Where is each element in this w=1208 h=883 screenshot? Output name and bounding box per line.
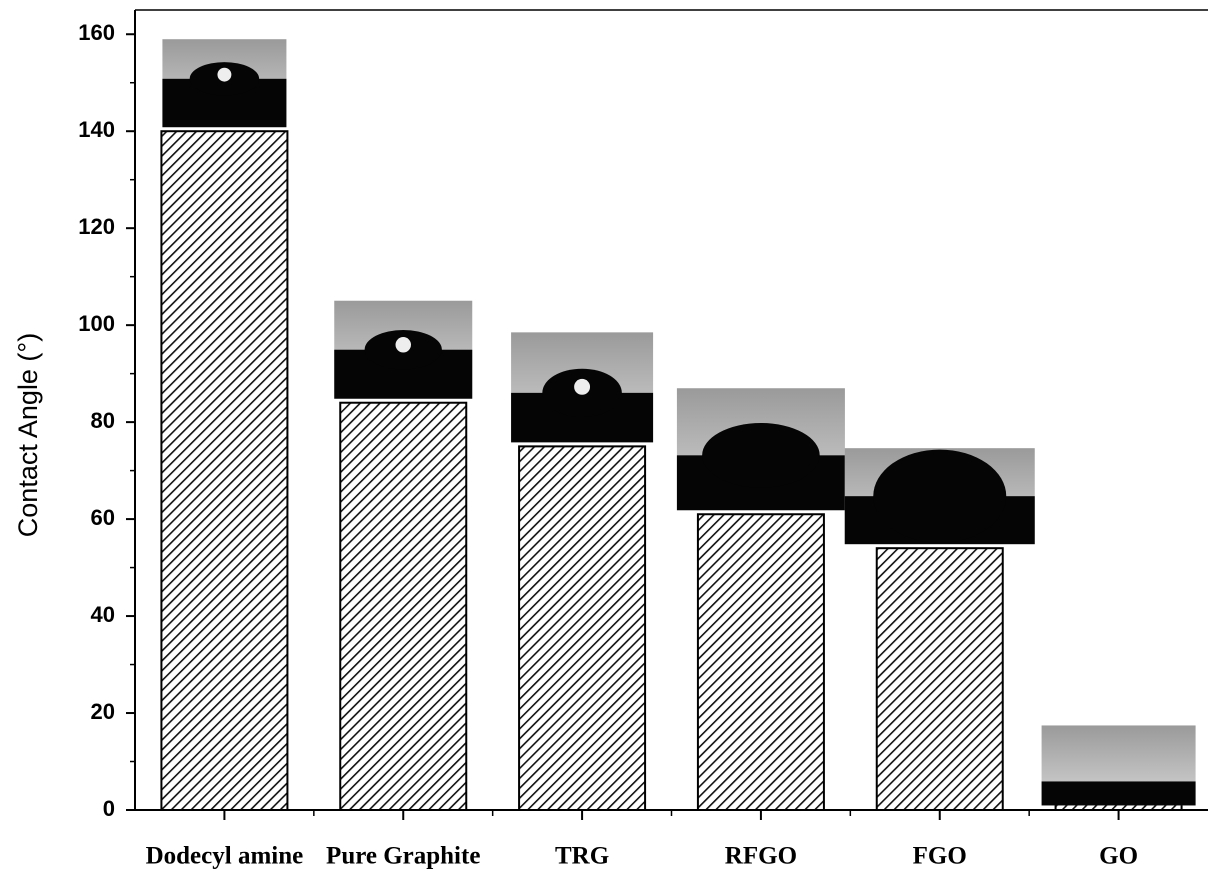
bar (518, 445, 647, 811)
bar (160, 130, 289, 812)
x-tick-label: TRG (555, 843, 609, 870)
photo-drop (702, 423, 820, 488)
x-tick-label: RFGO (725, 843, 797, 870)
y-tick-label: 140 (78, 117, 115, 142)
y-tick-label: 0 (103, 796, 115, 821)
y-axis-label: Contact Angle (°) (13, 333, 43, 537)
x-tick-label: Pure Graphite (326, 843, 480, 870)
y-tick-label: 20 (91, 699, 115, 724)
photo-substrate (1041, 781, 1196, 806)
y-tick-label: 80 (91, 408, 115, 433)
x-tick-label: Dodecyl amine (146, 843, 304, 870)
x-tick-label: FGO (913, 843, 967, 870)
photo-glint (574, 378, 591, 395)
x-tick-label: GO (1099, 843, 1138, 870)
droplet-photo (1041, 725, 1196, 806)
y-tick-label: 100 (78, 311, 115, 336)
y-tick-label: 60 (91, 505, 115, 530)
bar (339, 401, 468, 811)
droplet-photo (334, 300, 473, 399)
bar (875, 547, 1004, 811)
y-tick-label: 160 (78, 20, 115, 45)
y-tick-label: 120 (78, 214, 115, 239)
droplet-photo (676, 388, 845, 511)
droplet-photo (511, 332, 654, 443)
droplet-photo (162, 39, 287, 128)
bar (696, 513, 825, 811)
photo-glint (395, 337, 411, 353)
photo-glint (217, 67, 232, 82)
droplet-photo (844, 448, 1035, 545)
photo-drop (873, 449, 1007, 543)
y-tick-label: 40 (91, 602, 115, 627)
